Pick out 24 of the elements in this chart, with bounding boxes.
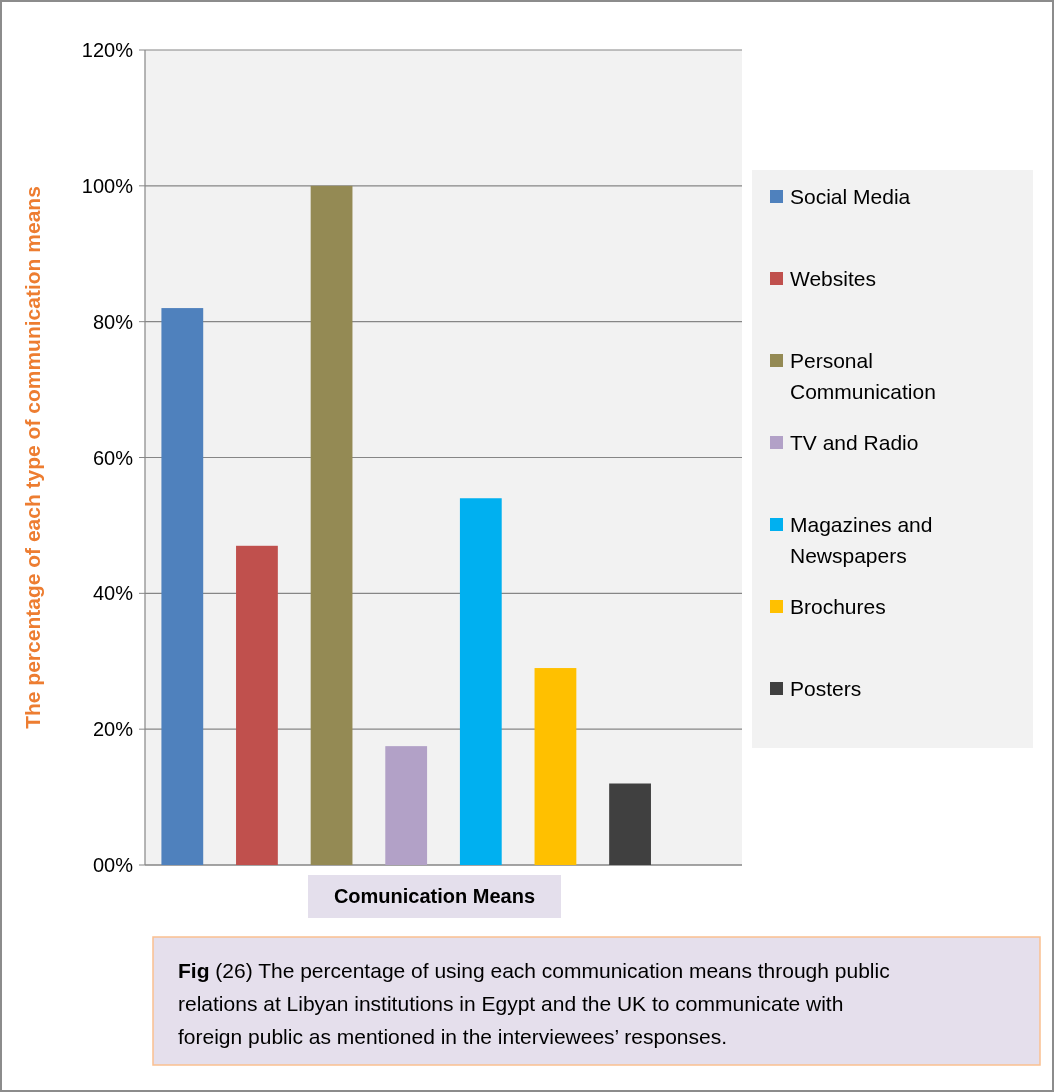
y-tick-label: 120% <box>81 39 134 61</box>
legend-label: Posters <box>790 677 862 700</box>
legend-label: Magazines and Newspapers <box>790 513 933 567</box>
bar <box>385 746 428 865</box>
bar <box>310 185 353 865</box>
bar <box>609 783 651 865</box>
bar <box>534 668 577 865</box>
y-tick-label: 40% <box>92 582 134 605</box>
legend-label: TV and Radio <box>790 431 919 454</box>
y-axis-title: The percentage of each type of communication means <box>21 186 44 729</box>
legend-label: Personal Communication <box>790 349 936 403</box>
legend-label: Websites <box>790 267 876 290</box>
y-tick-label: 80% <box>92 310 134 333</box>
legend-label: Brochures <box>790 595 886 618</box>
y-tick-label: 00% <box>92 854 134 876</box>
x-axis-title: Comunication Means <box>333 885 536 907</box>
bar <box>459 498 502 865</box>
legend-label: Social Media <box>790 185 911 208</box>
bar <box>236 545 278 865</box>
text: Fig (26) The percentage of using each communication means through public relations at Libyan institutions in Egypt and the UK to communicate with foreign public as mentioned in the interviewees’ responses. <box>178 959 890 1048</box>
y-tick-label: 100% <box>81 174 134 197</box>
bar <box>161 308 204 865</box>
y-tick-label: 60% <box>92 446 134 469</box>
y-tick-label: 20% <box>92 718 134 741</box>
